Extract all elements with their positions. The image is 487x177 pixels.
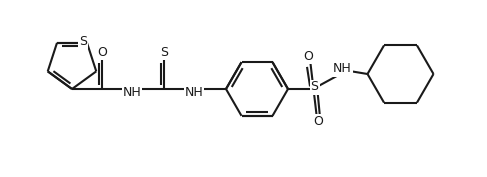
- Text: S: S: [311, 81, 318, 93]
- Text: NH: NH: [123, 85, 141, 98]
- Text: S: S: [160, 45, 168, 59]
- Text: NH: NH: [185, 85, 204, 98]
- Text: O: O: [314, 115, 323, 128]
- Text: NH: NH: [333, 62, 352, 76]
- Text: O: O: [97, 45, 107, 59]
- Text: O: O: [303, 50, 314, 63]
- Text: S: S: [79, 35, 87, 48]
